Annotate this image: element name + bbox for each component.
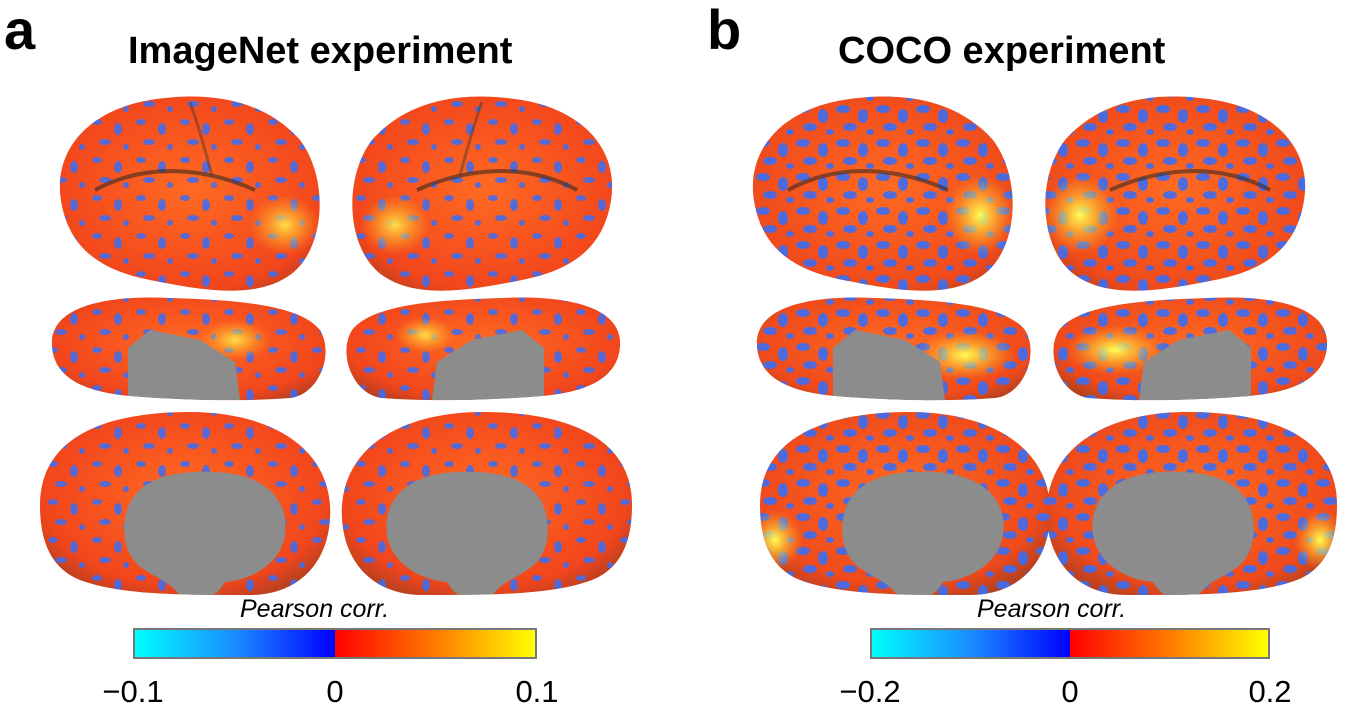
colorbar-tick-max: 0.1 bbox=[515, 674, 559, 709]
panel-letter: b bbox=[707, 0, 742, 61]
colorbar-tick-zero: 0 bbox=[326, 674, 344, 709]
panel-letter: a bbox=[4, 0, 36, 61]
brain-surfaces bbox=[40, 96, 632, 595]
colorbar-tick-zero: 0 bbox=[1061, 674, 1079, 709]
brain-surfaces bbox=[752, 96, 1337, 595]
colorbar bbox=[870, 628, 1270, 659]
panel-title: ImageNet experiment bbox=[128, 30, 513, 72]
panel-b: b COCO experiment bbox=[675, 0, 1350, 715]
colorbar-label: Pearson corr. bbox=[977, 595, 1127, 623]
colorbar-tick-min: −0.2 bbox=[839, 674, 901, 709]
colorbar-label: Pearson corr. bbox=[240, 595, 390, 623]
colorbar bbox=[133, 628, 537, 659]
colorbar-tick-min: −0.1 bbox=[102, 674, 164, 709]
panel-a: a ImageNet experiment bbox=[4, 0, 632, 709]
panel-title: COCO experiment bbox=[838, 30, 1166, 72]
colorbar-tick-max: 0.2 bbox=[1248, 674, 1292, 709]
